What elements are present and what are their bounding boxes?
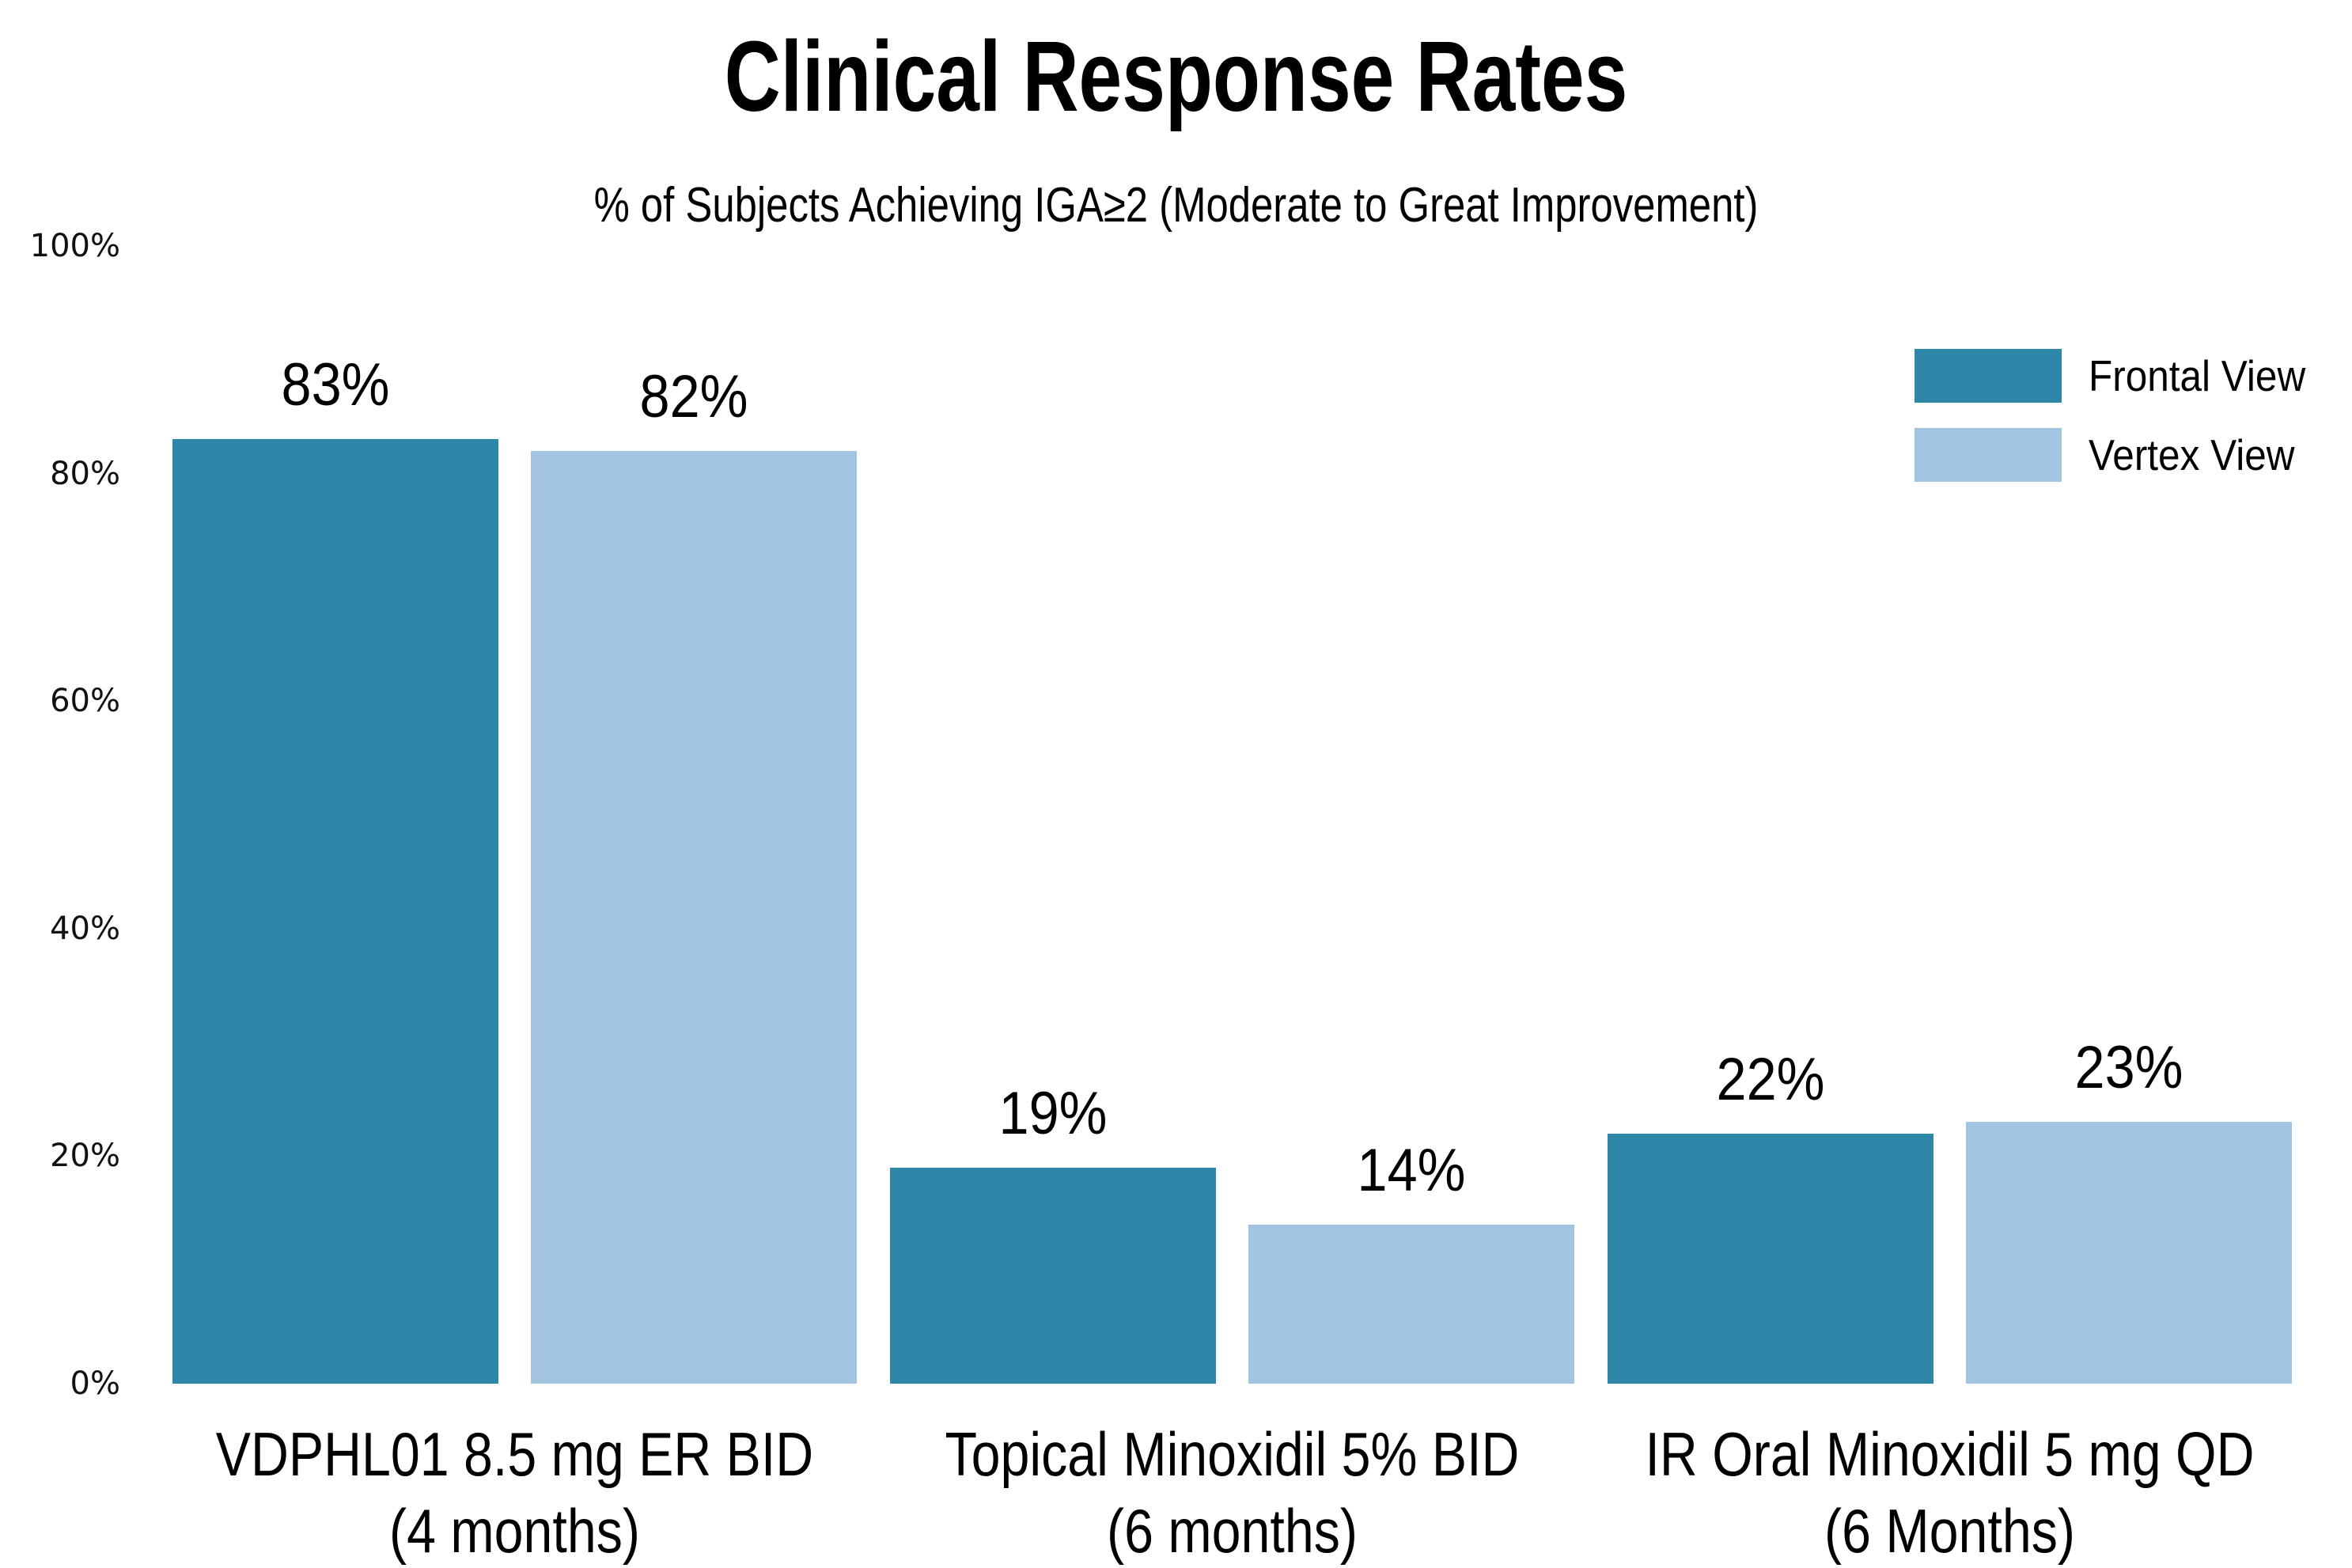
y-axis-tick-label: 60% <box>50 683 120 720</box>
bar-vertex <box>1966 1122 2292 1384</box>
legend-swatch <box>1915 349 2062 403</box>
bar-vertex <box>531 450 857 1384</box>
y-axis-tick-label: 80% <box>50 455 120 492</box>
bar-frontal <box>890 1167 1216 1384</box>
chart-subtitle: % of Subjects Achieving IGA≥2 (Moderate … <box>593 178 1759 233</box>
legend-label: Frontal View <box>2089 351 2306 400</box>
bar-value-label: 83% <box>281 351 390 419</box>
bar-value-label: 14% <box>1357 1136 1466 1204</box>
bar-vertex <box>1248 1224 1574 1384</box>
x-axis-label: Topical Minoxidil 5% BID (6 months) <box>945 1419 1520 1566</box>
bar-value-label: 22% <box>1716 1045 1825 1113</box>
bar-frontal <box>172 439 498 1384</box>
bar-value-label: 19% <box>998 1079 1108 1147</box>
legend-label: Vertex View <box>2089 430 2295 479</box>
bar-frontal <box>1608 1133 1933 1384</box>
bar-value-label: 82% <box>639 362 748 430</box>
y-axis-tick-label: 100% <box>29 228 120 264</box>
chart-title: Clinical Response Rates <box>724 21 1628 132</box>
x-axis-label: IR Oral Minoxidil 5 mg QD (6 Months) <box>1645 1419 2255 1566</box>
legend-swatch <box>1915 428 2062 482</box>
y-axis-tick-label: 0% <box>70 1365 120 1402</box>
y-axis-tick-label: 40% <box>50 910 120 947</box>
x-axis-label: VDPHL01 8.5 mg ER BID (4 months) <box>215 1419 814 1566</box>
y-axis-tick-label: 20% <box>50 1138 120 1175</box>
bar-value-label: 23% <box>2074 1034 2183 1102</box>
